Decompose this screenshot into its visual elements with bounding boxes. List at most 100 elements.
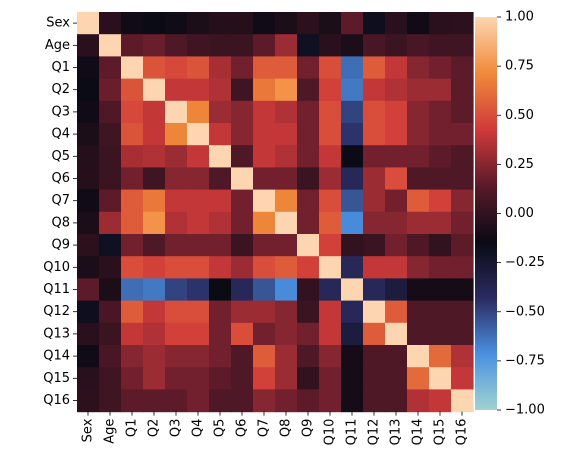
heatmap-cell-Q7-Q6 [231,189,254,213]
heatmap-cell-Q10-Sex [77,256,100,279]
heatmap-cell-Q10-Q6 [231,256,254,279]
heatmap-cell-Q12-Q16 [451,300,474,324]
heatmap-cell-Q14-Q5 [209,345,232,368]
heatmap-cell-Q8-Q3 [165,211,188,235]
heatmap-cell-Q10-Q2 [143,256,166,279]
heatmap-cell-Age-Q5 [209,34,232,57]
heatmap-cell-Q11-Age [99,278,122,302]
heatmap-cell-Q12-Q6 [231,300,254,324]
heatmap-cell-Q15-Q9 [297,367,320,390]
heatmap-cell-Q4-Q13 [385,123,408,146]
heatmap-cell-Sex-Age [99,12,122,35]
heatmap-cell-Q6-Q7 [253,167,276,191]
heatmap-cell-Q13-Q3 [165,322,188,346]
heatmap-cell-Q16-Q11 [341,389,364,413]
heatmap-cell-Q6-Q6 [231,167,254,191]
colorbar-tick-label: −1.00 [505,403,545,418]
heatmap-cell-Q2-Q8 [275,78,298,102]
heatmap-cell-Q2-Q12 [363,78,386,102]
heatmap-cell-Q16-Age [99,389,122,413]
heatmap-cell-Q8-Q14 [407,211,430,235]
heatmap-cell-Q5-Q13 [385,145,408,168]
heatmap-cell-Q13-Q10 [319,322,342,346]
heatmap-cell-Q14-Q13 [385,345,408,368]
heatmap-cell-Age-Q12 [363,34,386,57]
colorbar-tick-label: −0.25 [505,255,545,270]
x-tick-label: Q4 [191,419,206,438]
y-tick-label: Q9 [51,238,70,253]
heatmap-cell-Q3-Q1 [121,100,144,124]
heatmap-cell-Q12-Q2 [143,300,166,324]
x-tick-label: Q7 [257,419,272,438]
heatmap-cell-Q2-Q3 [165,78,188,102]
heatmap-cell-Q11-Q11 [341,278,364,302]
heatmap-cell-Q4-Q1 [121,123,144,146]
heatmap-cell-Q2-Sex [77,78,100,102]
heatmap-cell-Q10-Q12 [363,256,386,279]
heatmap-cell-Q9-Q14 [407,234,430,257]
colorbar-tick-label: 0.50 [505,108,534,123]
heatmap-cell-Q2-Q1 [121,78,144,102]
heatmap-cell-Q4-Q6 [231,123,254,146]
heatmap-cell-Q14-Q7 [253,345,276,368]
heatmap-cell-Q4-Q9 [297,123,320,146]
heatmap-cell-Q5-Q14 [407,145,430,168]
heatmap-cell-Sex-Q3 [165,12,188,35]
heatmap-cell-Q5-Q5 [209,145,232,168]
heatmap-cell-Q11-Q15 [429,278,452,302]
heatmap-cell-Q15-Q14 [407,367,430,390]
heatmap-cell-Q16-Q13 [385,389,408,413]
heatmap-cell-Q10-Q16 [451,256,474,279]
heatmap-cell-Q2-Q7 [253,78,276,102]
heatmap-cell-Q14-Age [99,345,122,368]
heatmap-cell-Q9-Q11 [341,234,364,257]
heatmap-cell-Sex-Q7 [253,12,276,35]
heatmap-cell-Q1-Sex [77,56,100,80]
heatmap-cell-Q4-Q12 [363,123,386,146]
heatmap-cell-Q12-Q15 [429,300,452,324]
colorbar-tick-label: −0.50 [505,304,545,319]
heatmap-cell-Q1-Q5 [209,56,232,80]
heatmap-cell-Q9-Q5 [209,234,232,257]
heatmap-cell-Q13-Q14 [407,322,430,346]
heatmap-cell-Q9-Q6 [231,234,254,257]
heatmap-cell-Q16-Q1 [121,389,144,413]
heatmap-cell-Q2-Q2 [143,78,166,102]
heatmap-cell-Q16-Q5 [209,389,232,413]
heatmap-cell-Q1-Q2 [143,56,166,80]
heatmap-cell-Q11-Q4 [187,278,210,302]
y-tick-label: Q15 [43,371,70,386]
colorbar-tick-label: 1.00 [505,10,534,25]
heatmap-cell-Q7-Q16 [451,189,474,213]
heatmap-cell-Q16-Q7 [253,389,276,413]
x-tick-label: Q10 [323,419,338,446]
heatmap-cell-Q13-Q7 [253,322,276,346]
heatmap-cell-Q13-Q1 [121,322,144,346]
heatmap-cell-Q12-Q7 [253,300,276,324]
heatmap-cell-Q11-Q14 [407,278,430,302]
heatmap-cell-Q15-Sex [77,367,100,390]
heatmap-cell-Q16-Sex [77,389,100,413]
heatmap-cell-Q2-Q9 [297,78,320,102]
heatmap-cell-Q5-Age [99,145,122,168]
x-tick-label: Q8 [279,419,294,438]
heatmap-cell-Q14-Q10 [319,345,342,368]
heatmap-cell-Q15-Q11 [341,367,364,390]
y-tick-label: Q4 [51,127,70,142]
heatmap-cell-Q10-Q1 [121,256,144,279]
heatmap-cell-Q1-Q10 [319,56,342,80]
heatmap-cell-Sex-Q6 [231,12,254,35]
y-tick-label: Q3 [51,104,70,119]
heatmap-cell-Q4-Sex [77,123,100,146]
heatmap-cell-Sex-Q12 [363,12,386,35]
colorbar-tick-label: 0.75 [505,59,534,74]
y-tick-label: Q1 [51,60,70,75]
heatmap-cell-Q13-Q11 [341,322,364,346]
heatmap-cell-Q13-Q9 [297,322,320,346]
y-tick-label: Q10 [43,260,70,275]
heatmap-cell-Q1-Q3 [165,56,188,80]
heatmap-cell-Q13-Q2 [143,322,166,346]
y-tick-label: Q8 [51,215,70,230]
heatmap-cell-Q7-Q15 [429,189,452,213]
heatmap-cell-Q11-Q16 [451,278,474,302]
